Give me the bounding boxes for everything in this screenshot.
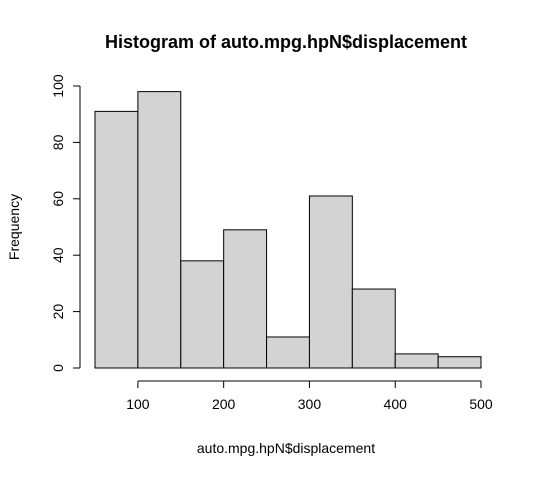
- bars-group: [94, 91, 482, 369]
- histogram-bar: [394, 353, 439, 369]
- histogram-bar: [223, 229, 268, 369]
- histogram-bar: [437, 356, 482, 369]
- histogram-bar: [180, 260, 225, 369]
- histogram-bar: [137, 91, 182, 369]
- histogram-bar: [266, 336, 310, 369]
- chart-title: Histogram of auto.mpg.hpN$displacement: [105, 32, 467, 52]
- histogram-bar: [308, 195, 353, 369]
- x-tick-label: 400: [384, 396, 408, 412]
- histogram-bar: [94, 110, 139, 369]
- y-tick-label: 80: [50, 134, 66, 150]
- y-tick-label: 20: [50, 304, 66, 320]
- y-axis-label: Frequency: [6, 194, 22, 260]
- y-tick-label: 40: [50, 247, 66, 263]
- x-axis: 100 200 300 400 500: [126, 380, 493, 412]
- x-tick-label: 500: [469, 396, 493, 412]
- y-tick-label: 60: [50, 191, 66, 207]
- histogram-bar: [351, 288, 396, 369]
- y-tick-label: 0: [50, 364, 66, 372]
- x-axis-label: auto.mpg.hpN$displacement: [197, 440, 375, 456]
- x-tick-label: 300: [298, 396, 322, 412]
- y-axis: 0 20 40 60 80 100: [50, 74, 81, 372]
- x-tick-label: 100: [126, 396, 150, 412]
- y-tick-label: 100: [50, 74, 66, 98]
- x-tick-label: 200: [212, 396, 236, 412]
